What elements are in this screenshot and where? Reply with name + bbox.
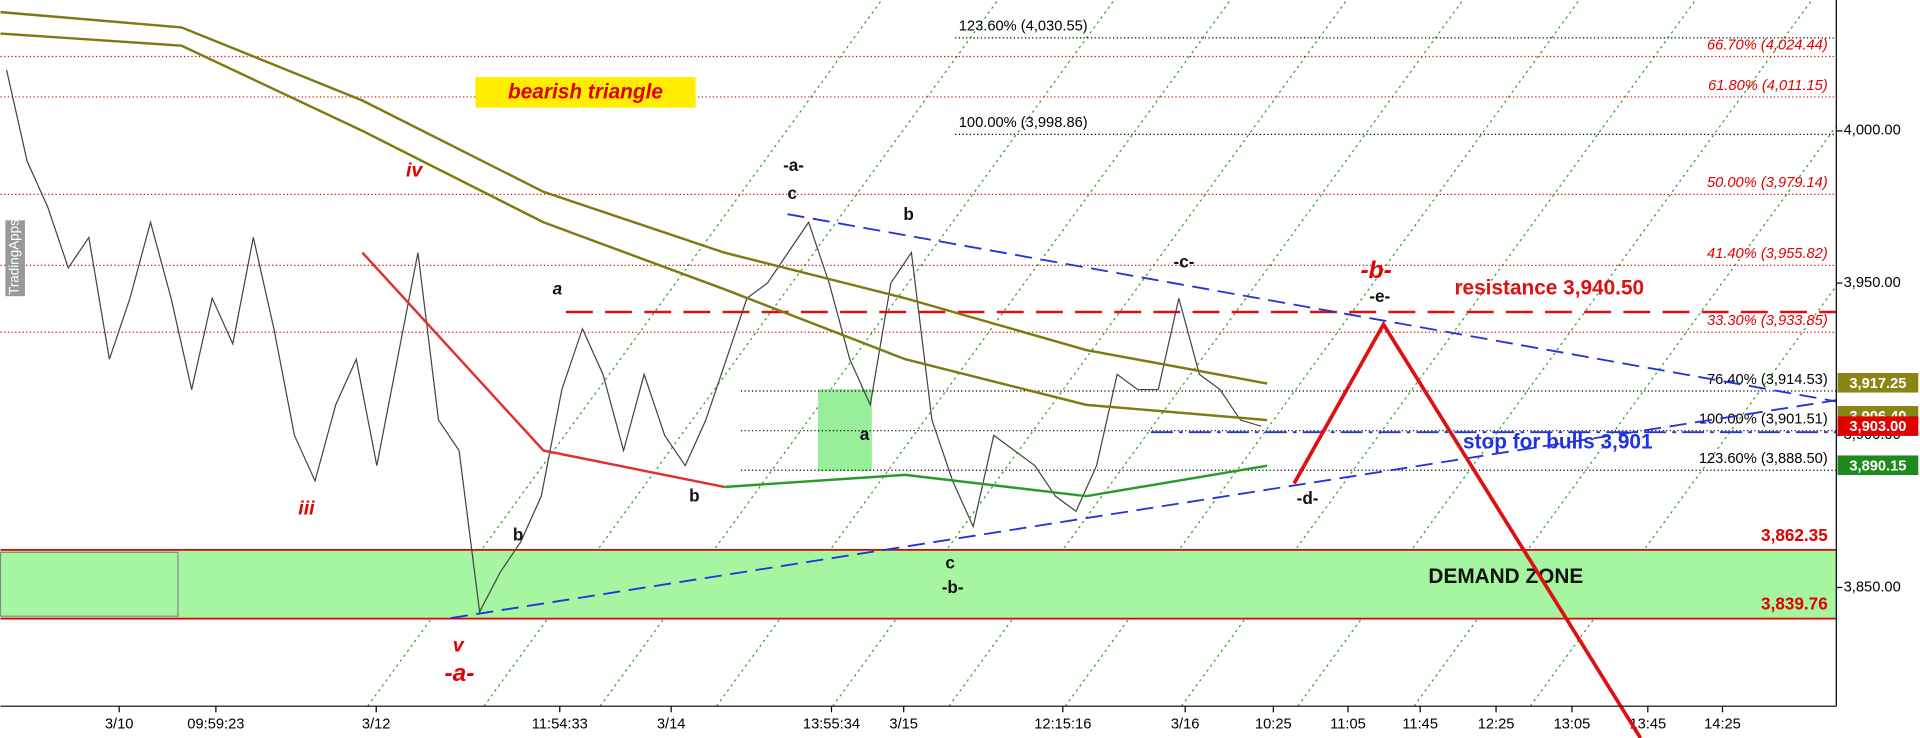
fib-label: 41.40% (3,955.82) — [1707, 246, 1828, 262]
watermark-bg — [5, 220, 25, 297]
fan-line — [1064, 0, 1580, 707]
x-tick-label: 14:25 — [1704, 716, 1741, 732]
fib-label: 66.70% (4,024.44) — [1707, 37, 1828, 53]
x-tick-label: 11:45 — [1402, 716, 1438, 732]
annotation: -b- — [942, 577, 964, 597]
price-tag — [1837, 455, 1919, 476]
moving-average — [361, 251, 725, 489]
watermark: TradingApps — [7, 219, 22, 295]
fib-label: 50.00% (3,979.14) — [1707, 175, 1828, 191]
x-tick-label: 3/14 — [657, 716, 686, 732]
annotation: -e- — [1369, 286, 1390, 306]
annotation: a — [553, 279, 563, 299]
annotation: b — [903, 204, 913, 224]
price-tag-label: 3,890.15 — [1849, 458, 1906, 474]
zone-top-label: 3,862.35 — [1761, 525, 1828, 545]
annotation: b — [689, 485, 699, 505]
annotation-bg — [475, 77, 696, 108]
annotation: -d- — [1297, 488, 1319, 508]
fib-label: 33.30% (3,933.85) — [1707, 313, 1828, 329]
price-tag — [1837, 416, 1919, 436]
x-tick-label: 13:55:34 — [803, 716, 860, 732]
triangle-upper — [787, 213, 1837, 403]
y-tick-label: 3,950.00 — [1844, 275, 1901, 291]
fib-label: 76.40% (3,914.53) — [1707, 372, 1828, 388]
moving-average — [724, 464, 1268, 498]
x-tick-label: 11:05 — [1330, 716, 1366, 732]
x-tick-label: 10:25 — [1255, 716, 1292, 732]
y-tick-label: 3,850.00 — [1844, 579, 1901, 595]
annotation: -b- — [1360, 257, 1391, 284]
price-tag-label: 3,917.25 — [1849, 376, 1906, 392]
fan-line — [948, 0, 1464, 707]
moving-average — [0, 32, 1268, 422]
fan-line — [367, 0, 883, 707]
annotation: -a- — [783, 155, 804, 175]
annotation: c — [945, 553, 955, 573]
fan-line — [483, 0, 999, 707]
fib-label: 61.80% (4,011.15) — [1708, 78, 1828, 94]
annotation: a — [860, 424, 870, 444]
price-tag — [1837, 372, 1919, 393]
y-tick-label: 4,000.00 — [1844, 123, 1901, 139]
moving-average — [0, 10, 1268, 385]
price-tag-label: 3,903.00 — [1849, 419, 1906, 435]
x-tick-label: 13:05 — [1554, 716, 1591, 732]
projection — [1292, 320, 1643, 738]
fan-line — [1413, 125, 1837, 707]
zone-bottom-label: 3,839.76 — [1761, 594, 1828, 614]
fib-fan — [367, 0, 1837, 707]
x-tick-label: 3/12 — [362, 716, 391, 732]
fib-label: 100.00% (3,901.51) — [1699, 412, 1828, 428]
x-tick-label: 09:59:23 — [187, 716, 244, 732]
x-tick-label: 12:25 — [1478, 716, 1515, 732]
fan-line — [1297, 0, 1813, 707]
fan-line — [1181, 0, 1697, 707]
fan-line — [599, 0, 1115, 707]
zone-title: DEMAND ZONE — [1428, 565, 1583, 588]
x-tick-label: 12:15:16 — [1034, 716, 1091, 732]
triangle-lower — [450, 399, 1837, 619]
x-tick-label: 3/10 — [105, 716, 134, 732]
fib-label: 123.60% (3,888.50) — [1699, 451, 1828, 467]
annotation: iii — [298, 497, 315, 519]
annotation: c — [788, 183, 798, 203]
annotation: iv — [406, 160, 423, 182]
annotation: b — [513, 525, 523, 545]
x-tick-label: 11:54:33 — [532, 716, 588, 732]
annotation: -c- — [1174, 252, 1195, 272]
resistance-label: resistance 3,940.50 — [1454, 276, 1644, 299]
fan-line — [715, 0, 1231, 707]
zone-box — [0, 551, 179, 617]
fan-line — [832, 0, 1348, 707]
x-tick-label: 3/16 — [1171, 716, 1200, 732]
annotation: -a- — [444, 660, 474, 687]
x-tick-label: 3/15 — [889, 716, 918, 732]
fib-label: 100.00% (3,998.86) — [959, 115, 1088, 131]
fan-line — [1529, 284, 1837, 707]
x-tick-label: 13:45 — [1629, 716, 1666, 732]
fib-label: 123.60% (4,030.55) — [959, 19, 1088, 35]
annotation: v — [453, 634, 465, 656]
annotation: bearish triangle — [508, 81, 663, 104]
